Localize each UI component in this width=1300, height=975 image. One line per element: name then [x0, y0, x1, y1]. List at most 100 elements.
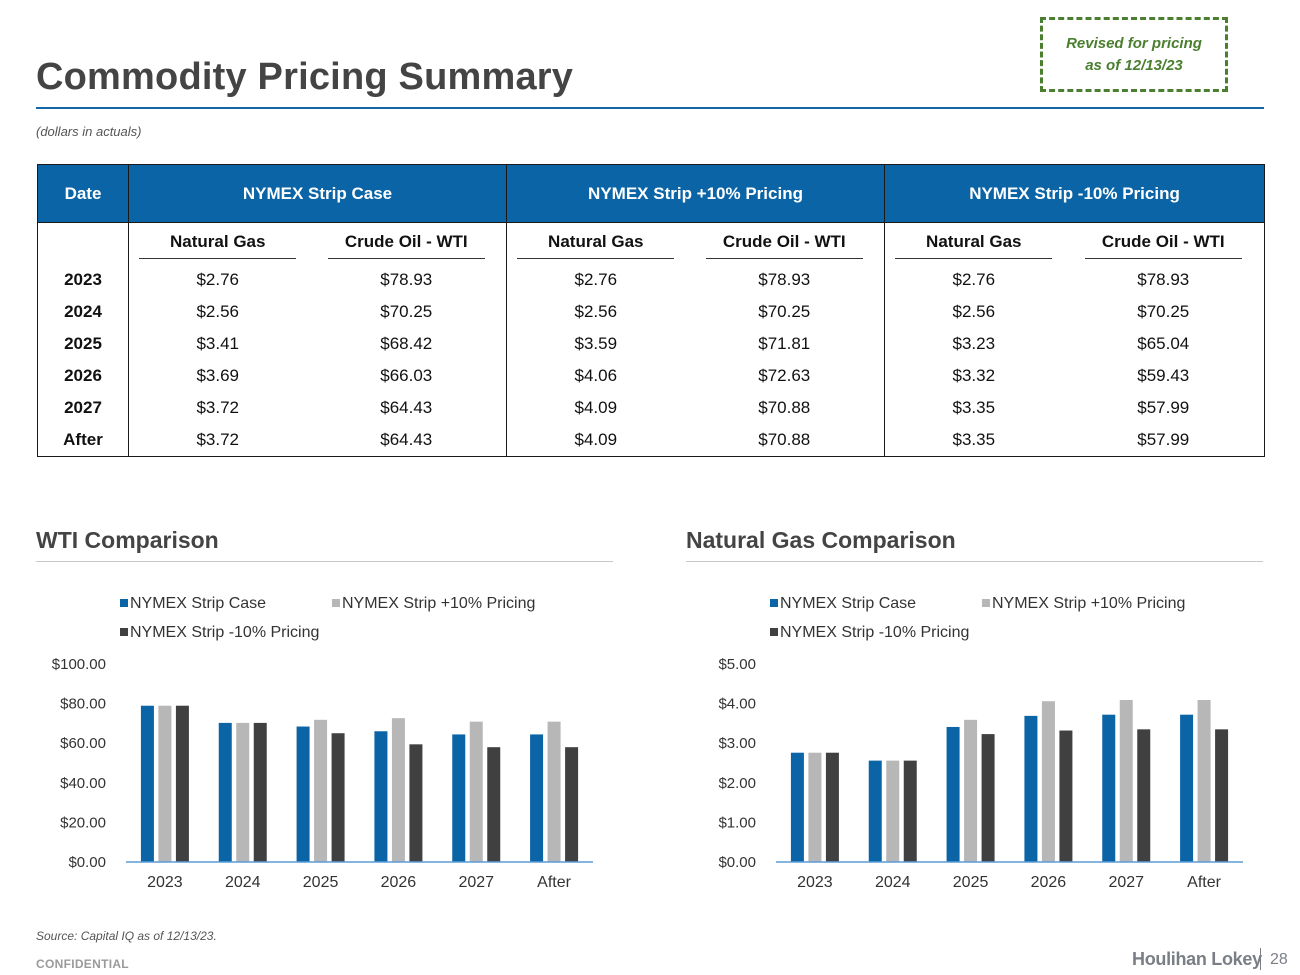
bar — [530, 734, 544, 862]
bar — [1102, 714, 1116, 862]
row-date: After — [37, 424, 129, 457]
legend-swatch — [120, 599, 128, 607]
cell-crude-oil: $72.63 — [684, 360, 886, 392]
bar — [391, 718, 405, 862]
revised-line-2: as of 12/13/23 — [1085, 56, 1183, 74]
y-tick-label: $5.00 — [718, 656, 756, 673]
table-row: 2023 $2.76 $78.93 $2.76 $78.93 $2.76 $78.93 — [37, 264, 1266, 296]
x-tick-label: 2024 — [225, 874, 261, 891]
cell-natural-gas: $4.09 — [574, 398, 618, 417]
bar — [1180, 714, 1194, 862]
x-tick-label: 2024 — [875, 874, 911, 891]
bar — [1041, 701, 1055, 862]
x-tick-label: 2026 — [1031, 874, 1067, 891]
y-tick-label: $20.00 — [60, 814, 106, 831]
bar — [946, 726, 960, 862]
y-tick-label: $0.00 — [68, 854, 106, 871]
bar — [1197, 700, 1211, 862]
cell-crude-oil: $78.93 — [1062, 264, 1266, 296]
table-row: 2026 $3.69 $66.03 $4.06 $72.63 $3.32 $59.43 — [37, 360, 1266, 392]
cell-natural-gas: $3.41 — [196, 334, 240, 353]
cell-crude-oil: $57.99 — [1062, 424, 1266, 457]
bar — [1215, 729, 1229, 862]
subheader-natural-gas: Natural Gas — [517, 232, 675, 259]
legend-label: NYMEX Strip Case — [130, 595, 266, 612]
cell-crude-oil: $65.04 — [1062, 328, 1266, 360]
bar — [565, 747, 579, 862]
cell-natural-gas: $3.69 — [196, 366, 240, 385]
row-date: 2025 — [37, 328, 129, 360]
legend-swatch — [770, 599, 778, 607]
table-header-row: Date NYMEX Strip Case NYMEX Strip +10% P… — [37, 164, 1266, 223]
bar — [487, 747, 501, 862]
legend-swatch — [982, 599, 990, 607]
cell-natural-gas: $2.56 — [574, 302, 618, 321]
units-note: (dollars in actuals) — [36, 124, 142, 139]
y-tick-label: $1.00 — [718, 814, 756, 831]
row-date: 2023 — [37, 264, 129, 296]
table-row: 2025 $3.41 $68.42 $3.59 $71.81 $3.23 $65.04 — [37, 328, 1266, 360]
wti-section-divider — [36, 561, 613, 562]
page-number: 28 — [1270, 951, 1288, 968]
subheader-row: Natural Gas Crude Oil - WTI Natural Gas … — [37, 222, 1266, 264]
cell-natural-gas: $2.76 — [952, 270, 996, 289]
subheader-crude-oil: Crude Oil - WTI — [705, 232, 863, 259]
confidential-label: CONFIDENTIAL — [36, 957, 129, 971]
subheader-blank — [37, 222, 129, 264]
y-tick-label: $4.00 — [718, 696, 756, 713]
x-tick-label: 2023 — [147, 874, 183, 891]
cell-crude-oil: $59.43 — [1062, 360, 1266, 392]
cell-natural-gas: $3.72 — [196, 398, 240, 417]
x-tick-label: 2025 — [303, 874, 339, 891]
cell-natural-gas: $2.76 — [574, 270, 618, 289]
y-tick-label: $3.00 — [718, 735, 756, 752]
subheader-natural-gas: Natural Gas — [895, 232, 1053, 259]
bar — [903, 760, 917, 862]
pricing-table: Date NYMEX Strip Case NYMEX Strip +10% P… — [37, 164, 1266, 457]
bar — [331, 733, 345, 862]
brand-logo: Houlihan Lokey — [1132, 949, 1262, 969]
page-title: Commodity Pricing Summary — [36, 56, 574, 98]
cell-crude-oil: $70.88 — [684, 392, 886, 424]
source-note: Source: Capital IQ as of 12/13/23. — [36, 929, 217, 943]
cell-natural-gas: $3.32 — [952, 366, 996, 385]
cell-natural-gas: $2.76 — [196, 270, 240, 289]
bar — [1059, 730, 1073, 862]
cell-natural-gas: $3.72 — [128, 424, 307, 457]
y-tick-label: $40.00 — [60, 775, 106, 792]
y-tick-label: $100.00 — [52, 656, 106, 673]
revised-pricing-callout: Revised for pricing as of 12/13/23 — [1040, 17, 1228, 92]
bar — [886, 760, 900, 862]
title-divider — [36, 107, 1264, 109]
cell-crude-oil: $64.43 — [306, 392, 508, 424]
cell-natural-gas: $2.56 — [952, 302, 996, 321]
cell-natural-gas: $2.56 — [196, 302, 240, 321]
wti-chart-svg: NYMEX Strip Case NYMEX Strip +10% Pricing… — [52, 595, 593, 891]
cell-natural-gas: $3.35 — [884, 424, 1063, 457]
bar — [1119, 700, 1133, 862]
y-tick-label: $60.00 — [60, 735, 106, 752]
x-tick-label: After — [537, 874, 571, 891]
cell-crude-oil: $78.93 — [306, 264, 508, 296]
bar — [790, 752, 804, 862]
cell-crude-oil: $70.88 — [684, 424, 886, 457]
cell-natural-gas: $3.59 — [574, 334, 618, 353]
legend-swatch — [770, 628, 778, 636]
bar — [296, 726, 310, 862]
row-date: 2024 — [37, 296, 129, 328]
bar — [469, 721, 483, 862]
cell-crude-oil: $70.25 — [684, 296, 886, 328]
cell-crude-oil: $68.42 — [306, 328, 508, 360]
header-minus10: NYMEX Strip -10% Pricing — [884, 164, 1266, 223]
y-tick-label: $80.00 — [60, 696, 106, 713]
bar — [1137, 729, 1151, 862]
cell-crude-oil: $78.93 — [684, 264, 886, 296]
subheader-crude-oil: Crude Oil - WTI — [327, 232, 485, 259]
subheader-crude-oil: Crude Oil - WTI — [1084, 232, 1242, 259]
cell-natural-gas: $4.09 — [506, 424, 685, 457]
bar — [808, 752, 822, 862]
legend-label: NYMEX Strip -10% Pricing — [780, 624, 969, 641]
header-strip-case: NYMEX Strip Case — [127, 164, 508, 223]
header-plus10: NYMEX Strip +10% Pricing — [506, 164, 886, 223]
table-row: 2024 $2.56 $70.25 $2.56 $70.25 $2.56 $70.25 — [37, 296, 1266, 328]
